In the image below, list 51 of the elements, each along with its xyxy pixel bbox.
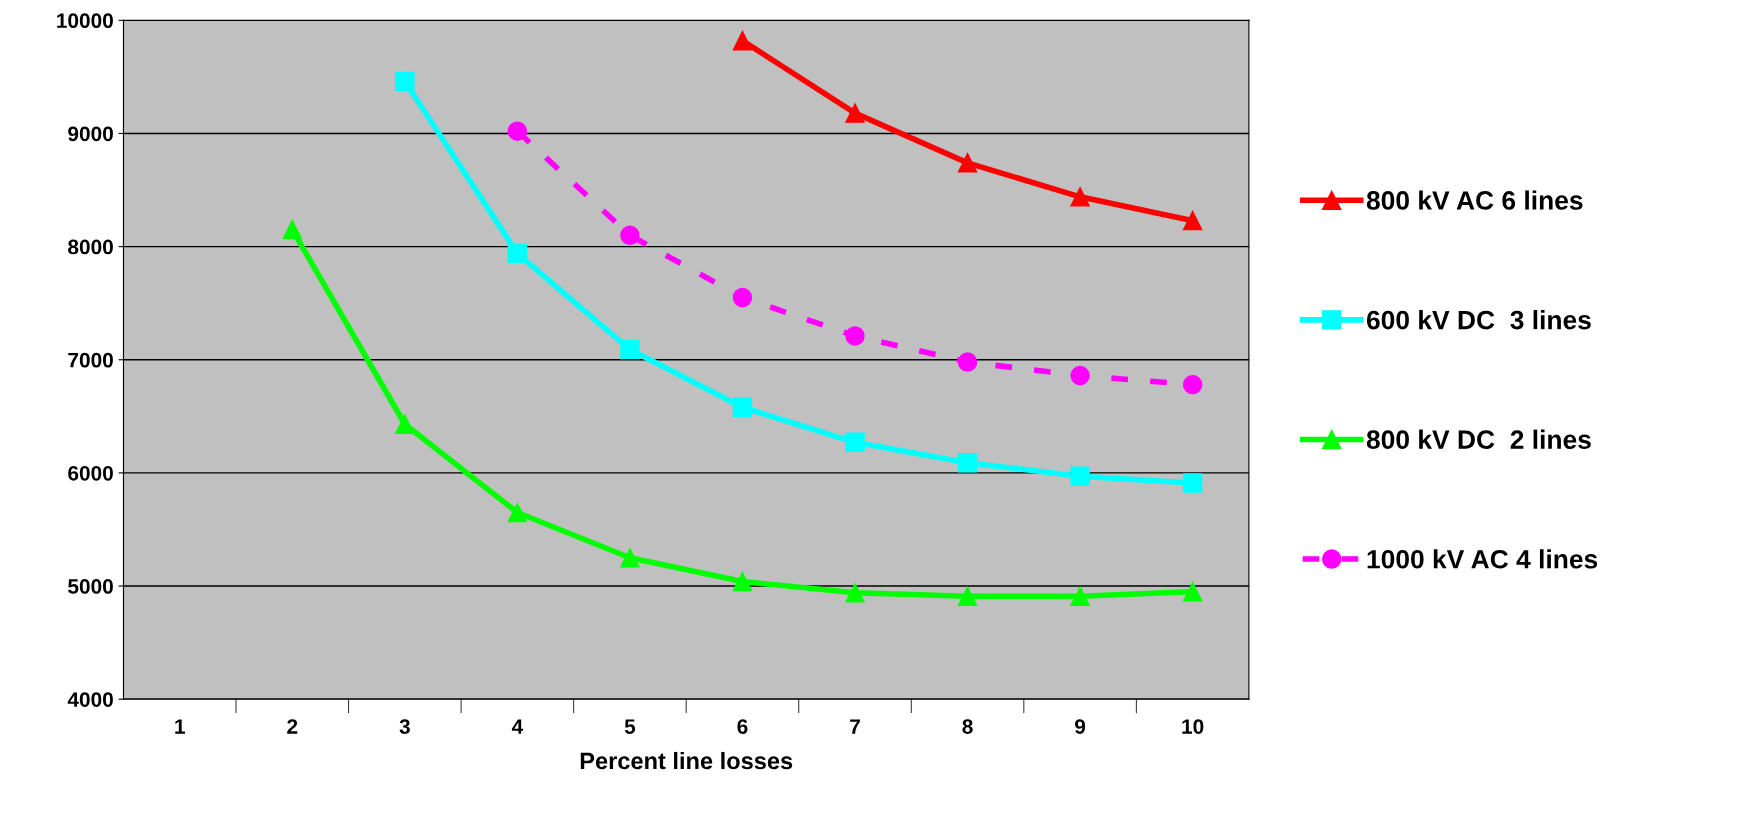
legend-label: 600 kV DC 3 lines [1366,310,1591,330]
x-tick-label: 9 [1075,719,1086,734]
point [845,326,865,346]
point [1182,473,1203,493]
point [1070,586,1090,606]
point [620,548,640,568]
point [957,586,978,606]
point [507,243,528,264]
point [395,71,415,92]
x-tick-label: 10 [1182,719,1204,734]
legend-label: 1000 kV AC 4 lines [1367,549,1598,569]
point [732,287,753,308]
point [507,502,528,523]
point [957,452,978,473]
y-tick-label: 4000 [67,692,113,707]
point [282,219,303,240]
point [395,414,415,434]
point [957,153,978,173]
point [620,225,640,246]
x-tick-label: 2 [287,719,298,734]
point [1070,365,1090,386]
y-tick-label: 6000 [68,465,113,481]
x-tick-label: 3 [399,719,410,734]
point [1182,210,1203,231]
y-tick-label: 8000 [68,239,113,255]
point [1182,374,1203,395]
y-tick-label: 10000 [57,13,113,29]
x-tick-label: 8 [962,719,973,734]
point [1182,581,1203,602]
x-tick-label: 1 [175,719,185,734]
point [957,352,978,372]
legend-label: 800 kV AC 6 lines [1366,190,1583,210]
point [845,103,865,123]
x-tick-label: 5 [624,719,636,734]
y-tick-label: 5000 [68,579,113,594]
point [1070,466,1090,487]
point [732,30,753,51]
point [845,432,865,453]
legend-label: 800 kV DC 2 lines [1366,429,1591,449]
point [1070,187,1090,207]
x-tick-label: 6 [737,719,748,734]
x-tick-label: 7 [850,719,860,734]
point [732,397,753,417]
point [845,583,865,603]
point [620,339,640,360]
point [732,571,753,592]
x-tick-label: 4 [511,719,524,734]
y-tick-label: 7000 [68,352,113,368]
point [507,121,528,141]
x-axis-title: Percent line losses [580,751,793,770]
y-tick-label: 9000 [68,126,113,142]
